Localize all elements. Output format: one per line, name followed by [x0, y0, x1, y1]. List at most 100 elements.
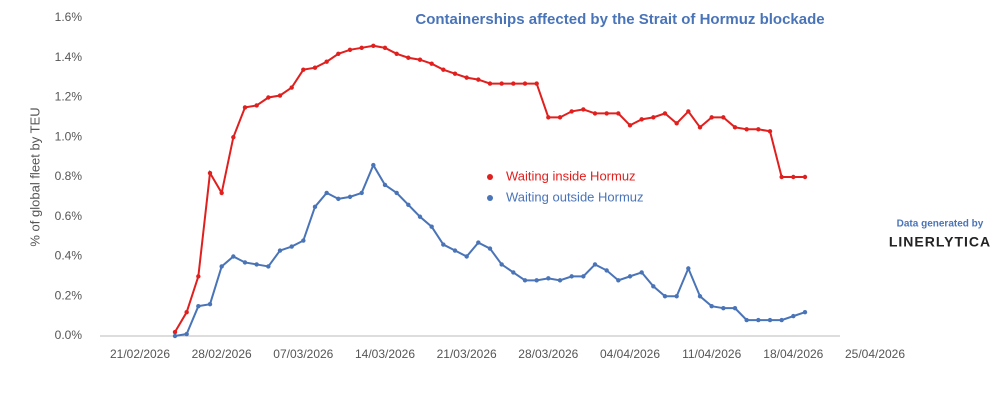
- point: [371, 43, 376, 49]
- point: [476, 240, 481, 245]
- point: [242, 105, 248, 110]
- point: [289, 244, 294, 249]
- point: [312, 65, 318, 70]
- point: [756, 127, 761, 132]
- point: [207, 302, 213, 307]
- point: [417, 57, 423, 62]
- point: [569, 274, 574, 279]
- x-tick-label: 11/04/2026: [682, 347, 741, 361]
- point: [756, 317, 761, 323]
- point: [242, 260, 248, 265]
- point: [697, 294, 703, 299]
- point: [464, 254, 469, 259]
- point: [406, 55, 411, 60]
- point: [557, 278, 563, 283]
- point: [359, 45, 364, 51]
- point: [289, 85, 294, 90]
- point: [452, 71, 458, 76]
- point: [581, 274, 586, 279]
- point: [721, 305, 726, 311]
- point: [662, 111, 668, 116]
- point: [674, 121, 679, 126]
- x-tick-label: 04/04/2026: [600, 347, 660, 361]
- x-tick-label: 21/02/2026: [110, 347, 170, 361]
- point: [429, 61, 434, 66]
- point: [744, 317, 749, 323]
- point: [417, 214, 423, 219]
- point: [534, 278, 539, 283]
- point: [371, 162, 376, 168]
- x-tick-label: 28/02/2026: [192, 347, 252, 361]
- point: [767, 129, 773, 134]
- y-tick-label: 0.4%: [55, 249, 83, 263]
- legend-marker: [487, 174, 493, 180]
- point: [522, 278, 528, 283]
- point: [791, 313, 796, 319]
- point: [651, 284, 656, 289]
- point: [301, 238, 306, 243]
- point: [511, 81, 516, 86]
- point: [406, 202, 411, 208]
- y-tick-label: 1.4%: [55, 50, 83, 64]
- point: [674, 294, 679, 299]
- point: [172, 333, 178, 339]
- x-tick-label: 25/04/2026: [845, 347, 905, 361]
- point: [382, 45, 388, 51]
- brand: LINERLYTICA: [889, 234, 991, 250]
- point: [254, 103, 259, 108]
- point: [231, 254, 236, 259]
- point: [499, 81, 504, 86]
- point: [336, 51, 341, 56]
- point: [196, 274, 201, 279]
- point: [266, 264, 271, 269]
- y-tick-label: 0.8%: [55, 169, 83, 183]
- point: [184, 309, 189, 315]
- x-tick-label: 18/04/2026: [763, 347, 823, 361]
- point: [709, 303, 714, 309]
- y-tick-label: 0.2%: [55, 288, 83, 302]
- point: [394, 51, 399, 56]
- point: [546, 276, 551, 281]
- y-tick-label: 0.0%: [55, 328, 83, 342]
- y-tick-label: 1.2%: [55, 90, 83, 104]
- point: [476, 77, 481, 82]
- x-tick-label: 28/03/2026: [518, 347, 578, 361]
- y-tick-label: 0.6%: [55, 209, 83, 223]
- point: [534, 81, 539, 86]
- point: [697, 125, 703, 130]
- point: [767, 317, 773, 323]
- point: [721, 115, 726, 120]
- x-tick-label: 21/03/2026: [437, 347, 497, 361]
- point: [266, 95, 271, 100]
- point: [219, 264, 224, 269]
- credit: Data generated by: [897, 219, 984, 230]
- legend-marker: [487, 195, 493, 201]
- point: [616, 278, 621, 283]
- point: [394, 190, 399, 196]
- point: [464, 75, 469, 80]
- point: [382, 182, 388, 188]
- point: [196, 303, 201, 309]
- point: [219, 190, 224, 196]
- point: [616, 111, 621, 116]
- point: [231, 135, 236, 140]
- point: [359, 190, 364, 196]
- point: [441, 67, 446, 72]
- point: [546, 115, 551, 120]
- point: [744, 127, 749, 132]
- y-axis-label: % of global fleet by TEU: [27, 107, 42, 246]
- point: [639, 270, 644, 275]
- point: [511, 270, 516, 275]
- point: [581, 107, 586, 112]
- x-tick-label: 07/03/2026: [273, 347, 333, 361]
- y-tick-label: 1.0%: [55, 129, 83, 143]
- legend-label: Waiting outside Hormuz: [506, 189, 644, 204]
- point: [732, 125, 738, 130]
- point: [441, 242, 446, 247]
- point: [277, 248, 283, 253]
- point: [802, 309, 808, 315]
- point: [207, 170, 213, 176]
- point: [686, 266, 691, 271]
- point: [184, 331, 189, 337]
- point: [254, 262, 259, 267]
